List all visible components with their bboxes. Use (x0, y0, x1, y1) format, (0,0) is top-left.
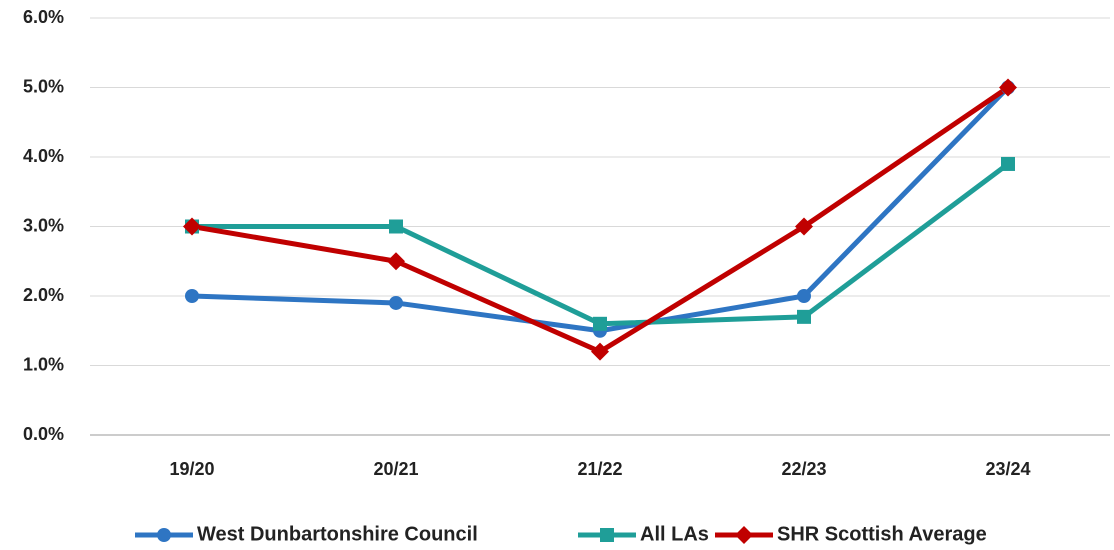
data-point (795, 217, 813, 236)
y-tick-label: 6.0% (23, 7, 64, 27)
data-point (185, 289, 199, 303)
x-tick-label: 20/21 (373, 459, 418, 479)
legend-label: All LAs (640, 523, 709, 545)
y-tick-label: 0.0% (23, 424, 64, 444)
data-point (387, 252, 405, 271)
x-tick-label: 19/20 (169, 459, 214, 479)
y-tick-label: 3.0% (23, 215, 64, 235)
data-point (593, 316, 607, 331)
y-tick-label: 2.0% (23, 285, 64, 305)
legend-marker (735, 526, 753, 544)
data-point (999, 78, 1017, 97)
data-point (591, 342, 609, 361)
data-point (1001, 156, 1015, 171)
data-point (797, 309, 811, 324)
y-tick-label: 5.0% (23, 76, 64, 96)
y-tick-label: 4.0% (23, 146, 64, 166)
series-line (191, 85, 1010, 334)
data-point (389, 295, 403, 310)
data-point (797, 289, 811, 303)
data-point (389, 219, 403, 234)
data-point (183, 217, 201, 236)
x-tick-label: 23/24 (985, 459, 1030, 479)
legend-marker (600, 528, 614, 542)
x-tick-label: 22/23 (781, 459, 826, 479)
legend-label: SHR Scottish Average (777, 523, 987, 545)
x-tick-label: 21/22 (577, 459, 622, 479)
legend-marker (157, 528, 171, 542)
y-tick-label: 1.0% (23, 354, 64, 374)
legend-label: West Dunbartonshire Council (197, 523, 478, 545)
series-line (191, 85, 1010, 355)
